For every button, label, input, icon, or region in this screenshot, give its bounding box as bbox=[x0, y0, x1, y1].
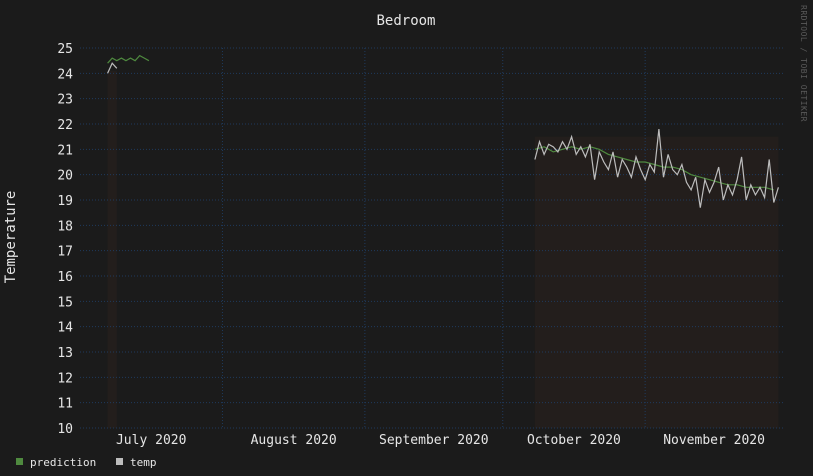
y-tick-label: 17 bbox=[57, 245, 73, 260]
y-axis-label: Temperature bbox=[3, 191, 19, 284]
credit-text: RRDTOOL / TOBI OETIKER bbox=[799, 5, 808, 122]
y-tick-label: 12 bbox=[57, 371, 73, 386]
y-tick-label: 18 bbox=[57, 219, 73, 234]
series-line-temp bbox=[107, 62, 118, 74]
y-tick-label: 23 bbox=[57, 93, 73, 108]
y-tick-label: 11 bbox=[57, 397, 73, 412]
y-tick-label: 15 bbox=[57, 295, 73, 310]
legend-swatch-prediction bbox=[16, 458, 23, 465]
x-tick-label: October 2020 bbox=[527, 433, 621, 448]
legend-swatch-temp bbox=[116, 458, 123, 465]
y-tick-label: 22 bbox=[57, 118, 73, 133]
y-tick-label: 25 bbox=[57, 42, 73, 57]
y-tick-label: 20 bbox=[57, 169, 73, 184]
y-tick-label: 13 bbox=[57, 346, 73, 361]
x-ticks: July 2020 August 2020 September 2020 Octobe… bbox=[116, 433, 765, 448]
x-tick-label: August 2020 bbox=[251, 433, 337, 448]
y-tick-label: 24 bbox=[57, 67, 73, 82]
x-tick-label: November 2020 bbox=[663, 433, 765, 448]
data-shade-1 bbox=[534, 136, 779, 428]
series-line-prediction bbox=[107, 54, 150, 64]
y-tick-label: 10 bbox=[57, 422, 73, 437]
y-ticks: 10 11 12 13 14 15 16 17 18 19 20 21 22 23 24 25 bbox=[57, 42, 73, 437]
chart-title: Bedroom bbox=[376, 13, 435, 29]
y-tick-label: 21 bbox=[57, 143, 73, 158]
y-tick-label: 19 bbox=[57, 194, 73, 209]
grid-layer bbox=[80, 47, 783, 429]
y-tick-label: 14 bbox=[57, 321, 73, 336]
data-shade-0 bbox=[107, 70, 117, 429]
legend: prediction temp bbox=[16, 456, 157, 469]
x-tick-label: September 2020 bbox=[379, 433, 489, 448]
x-tick-label: July 2020 bbox=[116, 433, 186, 448]
y-tick-label: 16 bbox=[57, 270, 73, 285]
legend-label-temp: temp bbox=[130, 456, 157, 469]
series-line-temp bbox=[534, 129, 779, 208]
legend-label-prediction: prediction bbox=[30, 456, 96, 469]
series-layer bbox=[107, 54, 779, 208]
